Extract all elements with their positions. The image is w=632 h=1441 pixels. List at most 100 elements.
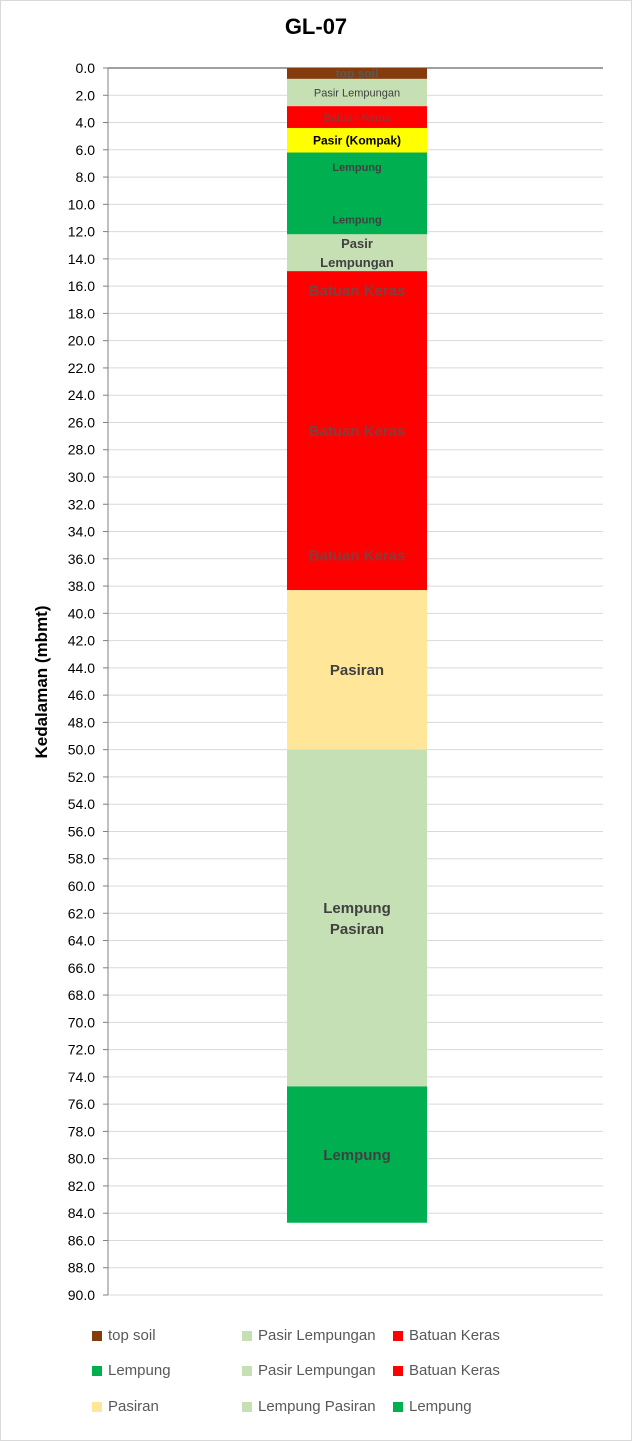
y-tick-label: 38.0 xyxy=(68,578,95,594)
y-tick-label: 84.0 xyxy=(68,1205,95,1221)
y-tick-label: 78.0 xyxy=(68,1123,95,1139)
y-tick-label: 40.0 xyxy=(68,605,95,621)
y-tick-label: 28.0 xyxy=(68,442,95,458)
legend-item: Batuan Keras xyxy=(393,1327,500,1344)
y-tick-label: 82.0 xyxy=(68,1178,95,1194)
legend-swatch xyxy=(92,1365,102,1376)
y-tick-label: 74.0 xyxy=(68,1069,95,1085)
legend-label: Lempung xyxy=(108,1362,171,1379)
y-tick-label: 2.0 xyxy=(76,87,96,103)
y-tick-label: 6.0 xyxy=(76,142,96,158)
y-tick-label: 48.0 xyxy=(68,714,95,730)
data-label: Batuan Keras xyxy=(324,112,391,124)
legend-swatch xyxy=(242,1401,252,1412)
data-label: Pasiran xyxy=(330,662,384,679)
layer-segment-lempung xyxy=(287,152,427,235)
y-tick-label: 44.0 xyxy=(68,660,95,676)
y-tick-label: 86.0 xyxy=(68,1232,95,1248)
layer-segment-pasiran xyxy=(287,590,427,750)
y-tick-label: 0.0 xyxy=(76,60,96,76)
data-label: Pasir Lempungan xyxy=(314,87,400,99)
legend-label: Pasiran xyxy=(108,1398,159,1415)
data-label: Pasir xyxy=(341,236,373,251)
data-label: Pasir (Kompak) xyxy=(313,133,401,147)
legend-swatch xyxy=(242,1365,252,1376)
legend-label: Lempung xyxy=(409,1398,472,1415)
data-label: Lempung xyxy=(332,214,382,226)
data-label: Batuan Keras xyxy=(309,283,406,300)
layer-segment-pasir-kompak- xyxy=(287,127,427,153)
legend-swatch xyxy=(393,1401,403,1412)
legend-label: Batuan Keras xyxy=(409,1362,500,1379)
y-tick-label: 32.0 xyxy=(68,496,95,512)
y-tick-label: 22.0 xyxy=(68,360,95,376)
layer-segment-lempung-pasiran xyxy=(287,749,427,1087)
y-tick-label: 90.0 xyxy=(68,1287,95,1303)
y-tick-label: 14.0 xyxy=(68,251,95,267)
y-tick-label: 68.0 xyxy=(68,987,95,1003)
legend-swatch xyxy=(393,1365,403,1376)
legend-item: Lempung xyxy=(92,1362,171,1379)
layer-segment-pasir-lempungan xyxy=(287,234,427,272)
legend-label: Batuan Keras xyxy=(409,1327,500,1344)
y-tick-label: 4.0 xyxy=(76,115,96,131)
legend-label: top soil xyxy=(108,1327,156,1344)
data-label: Batuan Keras xyxy=(309,547,406,564)
data-label: Lempung xyxy=(332,162,382,174)
y-tick-label: 12.0 xyxy=(68,224,95,240)
legend-swatch xyxy=(393,1330,403,1341)
y-tick-label: 30.0 xyxy=(68,469,95,485)
y-tick-label: 50.0 xyxy=(68,742,95,758)
y-tick-label: 56.0 xyxy=(68,823,95,839)
y-tick-label: 24.0 xyxy=(68,387,95,403)
data-label: Lempungan xyxy=(320,255,394,270)
data-label: Batuan Keras xyxy=(309,423,406,440)
legend-label: Lempung Pasiran xyxy=(258,1398,376,1415)
y-tick-label: 34.0 xyxy=(68,524,95,540)
y-tick-label: 26.0 xyxy=(68,414,95,430)
layer-segment-top-soil xyxy=(287,68,427,79)
legend-label: Pasir Lempungan xyxy=(258,1362,376,1379)
y-tick-label: 64.0 xyxy=(68,933,95,949)
y-tick-label: 18.0 xyxy=(68,305,95,321)
legend-swatch xyxy=(92,1330,102,1341)
y-tick-label: 76.0 xyxy=(68,1096,95,1112)
legend-item: Lempung Pasiran xyxy=(242,1398,376,1415)
y-tick-label: 72.0 xyxy=(68,1042,95,1058)
y-tick-label: 60.0 xyxy=(68,878,95,894)
data-label: Lempung xyxy=(323,1147,391,1164)
y-tick-label: 80.0 xyxy=(68,1151,95,1167)
legend-swatch xyxy=(92,1401,102,1412)
y-tick-label: 42.0 xyxy=(68,633,95,649)
legend-label: Pasir Lempungan xyxy=(258,1327,376,1344)
legend-item: top soil xyxy=(92,1327,156,1344)
y-tick-label: 8.0 xyxy=(76,169,96,185)
legend-item: Pasiran xyxy=(92,1398,159,1415)
data-label: top soil xyxy=(336,67,379,81)
y-tick-label: 10.0 xyxy=(68,196,95,212)
data-label: Pasiran xyxy=(330,921,384,938)
chart-title: GL-07 xyxy=(284,14,348,39)
y-tick-label: 66.0 xyxy=(68,960,95,976)
y-tick-label: 16.0 xyxy=(68,278,95,294)
y-tick-label: 54.0 xyxy=(68,796,95,812)
legend-item: Pasir Lempungan xyxy=(242,1327,376,1344)
legend-item: Batuan Keras xyxy=(393,1362,500,1379)
y-tick-label: 62.0 xyxy=(68,905,95,921)
legend-swatch xyxy=(242,1330,252,1341)
y-tick-label: 36.0 xyxy=(68,551,95,567)
y-tick-label: 20.0 xyxy=(68,333,95,349)
data-label: Lempung xyxy=(323,900,391,917)
layer-segment-pasir-lempungan xyxy=(287,78,427,107)
y-tick-label: 46.0 xyxy=(68,687,95,703)
y-tick-label: 58.0 xyxy=(68,851,95,867)
y-tick-label: 88.0 xyxy=(68,1260,95,1276)
layer-segment-batuan-keras xyxy=(287,106,427,128)
y-tick-label: 70.0 xyxy=(68,1014,95,1030)
legend-item: Pasir Lempungan xyxy=(242,1362,376,1379)
layer-segment-batuan-keras xyxy=(287,271,427,591)
layer-segment-lempung xyxy=(287,1086,427,1223)
legend-item: Lempung xyxy=(393,1398,472,1415)
